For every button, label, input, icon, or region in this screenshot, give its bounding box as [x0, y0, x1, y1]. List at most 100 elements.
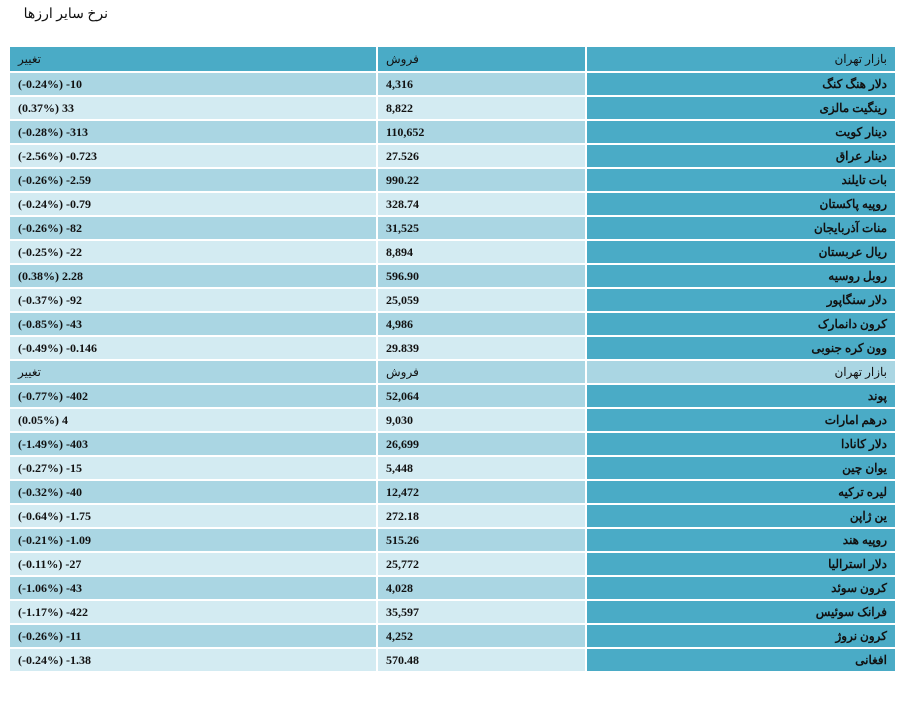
sell-price: 12,472 — [378, 481, 585, 503]
header-market: بازار تهران — [587, 47, 895, 71]
price-change: (-0.24%) -0.79 — [10, 193, 376, 215]
header-sell: فروش — [378, 47, 585, 71]
sell-price: 596.90 — [378, 265, 585, 287]
currency-rates-table: بازار تهران فروش تغییر دلار هنگ کنگ 4,316… — [8, 45, 897, 673]
price-change: (-0.49%) -0.146 — [10, 337, 376, 359]
currency-name: روبل روسیه — [587, 265, 895, 287]
currency-name: لیره ترکیه — [587, 481, 895, 503]
currency-name: منات آذربایجان — [587, 217, 895, 239]
price-change: (-0.26%) -2.59 — [10, 169, 376, 191]
currency-name: فرانک سوئیس — [587, 601, 895, 623]
price-change: (-0.85%) -43 — [10, 313, 376, 335]
currency-name: کرون دانمارک — [587, 313, 895, 335]
table-row: رینگیت مالزی 8,822 (0.37%) 33 — [10, 97, 895, 119]
sell-price: 31,525 — [378, 217, 585, 239]
sell-price: 29.839 — [378, 337, 585, 359]
currency-name: درهم امارات — [587, 409, 895, 431]
page-title: نرخ سایر ارزها — [23, 7, 108, 22]
table-row: دلار کانادا 26,699 (-1.49%) -403 — [10, 433, 895, 455]
table-row: افغانی 570.48 (-0.24%) -1.38 — [10, 649, 895, 671]
sell-price: 52,064 — [378, 385, 585, 407]
table-row: لیره ترکیه 12,472 (-0.32%) -40 — [10, 481, 895, 503]
price-change: (-0.26%) -11 — [10, 625, 376, 647]
sell-price: 8,822 — [378, 97, 585, 119]
table-row: دینار کویت 110,652 (-0.28%) -313 — [10, 121, 895, 143]
currency-name: کرون سوئد — [587, 577, 895, 599]
currency-name: دینار کویت — [587, 121, 895, 143]
currency-name: دلار هنگ کنگ — [587, 73, 895, 95]
price-change: (-0.64%) -1.75 — [10, 505, 376, 527]
sell-price: 990.22 — [378, 169, 585, 191]
sell-price: 328.74 — [378, 193, 585, 215]
price-change: (-0.11%) -27 — [10, 553, 376, 575]
sell-price: 5,448 — [378, 457, 585, 479]
table-subheader-row: بازار تهران فروش تغییر — [10, 361, 895, 383]
sell-price: 9,030 — [378, 409, 585, 431]
sell-price: 35,597 — [378, 601, 585, 623]
table-row: کرون سوئد 4,028 (-1.06%) -43 — [10, 577, 895, 599]
price-change: (-0.28%) -313 — [10, 121, 376, 143]
price-change: (-1.06%) -43 — [10, 577, 376, 599]
table-row: وون کره جنوبی 29.839 (-0.49%) -0.146 — [10, 337, 895, 359]
currency-name: روپیه هند — [587, 529, 895, 551]
table-row: منات آذربایجان 31,525 (-0.26%) -82 — [10, 217, 895, 239]
currency-name: بات تایلند — [587, 169, 895, 191]
sell-price: 25,059 — [378, 289, 585, 311]
price-change: (-0.25%) -22 — [10, 241, 376, 263]
price-change: (-1.17%) -422 — [10, 601, 376, 623]
currency-name: افغانی — [587, 649, 895, 671]
sell-price: 27.526 — [378, 145, 585, 167]
table-row: دلار سنگاپور 25,059 (-0.37%) -92 — [10, 289, 895, 311]
sell-price: 110,652 — [378, 121, 585, 143]
currency-name: روپیه پاکستان — [587, 193, 895, 215]
table-header-row: بازار تهران فروش تغییر — [10, 47, 895, 71]
table-row: کرون دانمارک 4,986 (-0.85%) -43 — [10, 313, 895, 335]
currency-name: پوند — [587, 385, 895, 407]
sell-price: 570.48 — [378, 649, 585, 671]
table-row: روپیه پاکستان 328.74 (-0.24%) -0.79 — [10, 193, 895, 215]
table-row: ریال عربستان 8,894 (-0.25%) -22 — [10, 241, 895, 263]
price-change: (-0.21%) -1.09 — [10, 529, 376, 551]
price-change: (0.37%) 33 — [10, 97, 376, 119]
table-row: دلار استرالیا 25,772 (-0.11%) -27 — [10, 553, 895, 575]
table-row: روبل روسیه 596.90 (0.38%) 2.28 — [10, 265, 895, 287]
price-change: (-2.56%) -0.723 — [10, 145, 376, 167]
sell-price: 515.26 — [378, 529, 585, 551]
table-row: کرون نروژ 4,252 (-0.26%) -11 — [10, 625, 895, 647]
price-change: (-0.26%) -82 — [10, 217, 376, 239]
currency-name: رینگیت مالزی — [587, 97, 895, 119]
subheader-change: تغییر — [10, 361, 376, 383]
currency-name: ین ژاپن — [587, 505, 895, 527]
table-row: فرانک سوئیس 35,597 (-1.17%) -422 — [10, 601, 895, 623]
table-row: یوان چین 5,448 (-0.27%) -15 — [10, 457, 895, 479]
price-change: (-0.37%) -92 — [10, 289, 376, 311]
currency-name: ریال عربستان — [587, 241, 895, 263]
price-change: (0.05%) 4 — [10, 409, 376, 431]
currency-name: دلار کانادا — [587, 433, 895, 455]
table-row: درهم امارات 9,030 (0.05%) 4 — [10, 409, 895, 431]
sell-price: 272.18 — [378, 505, 585, 527]
price-change: (-0.27%) -15 — [10, 457, 376, 479]
table-row: روپیه هند 515.26 (-0.21%) -1.09 — [10, 529, 895, 551]
sell-price: 4,028 — [378, 577, 585, 599]
subheader-market: بازار تهران — [587, 361, 895, 383]
sell-price: 25,772 — [378, 553, 585, 575]
table-row: دلار هنگ کنگ 4,316 (-0.24%) -10 — [10, 73, 895, 95]
price-change: (-1.49%) -403 — [10, 433, 376, 455]
header-change: تغییر — [10, 47, 376, 71]
sell-price: 4,316 — [378, 73, 585, 95]
table-row: پوند 52,064 (-0.77%) -402 — [10, 385, 895, 407]
sell-price: 8,894 — [378, 241, 585, 263]
price-change: (-0.77%) -402 — [10, 385, 376, 407]
price-change: (-0.32%) -40 — [10, 481, 376, 503]
sell-price: 4,986 — [378, 313, 585, 335]
price-change: (-0.24%) -10 — [10, 73, 376, 95]
table-row: دینار عراق 27.526 (-2.56%) -0.723 — [10, 145, 895, 167]
sell-price: 26,699 — [378, 433, 585, 455]
subheader-sell: فروش — [378, 361, 585, 383]
currency-name: وون کره جنوبی — [587, 337, 895, 359]
table-row: بات تایلند 990.22 (-0.26%) -2.59 — [10, 169, 895, 191]
currency-name: کرون نروژ — [587, 625, 895, 647]
table-row: ین ژاپن 272.18 (-0.64%) -1.75 — [10, 505, 895, 527]
currency-name: دینار عراق — [587, 145, 895, 167]
